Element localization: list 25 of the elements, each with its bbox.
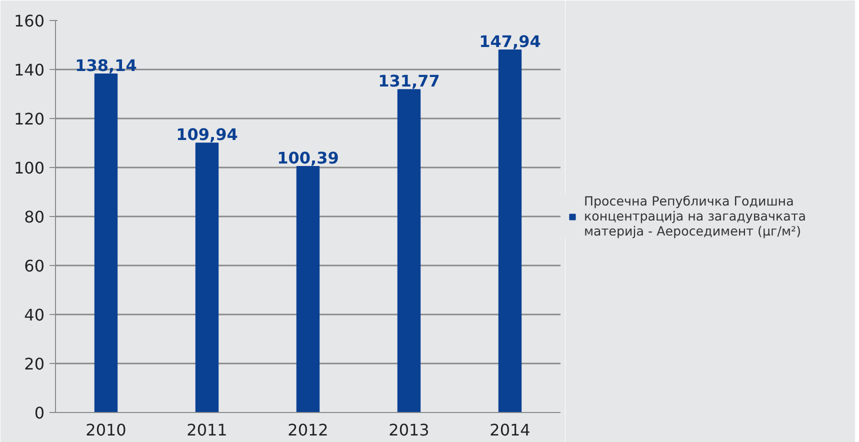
data-label: 147,94: [479, 32, 541, 52]
data-label: 131,77: [378, 72, 440, 91]
data-label: 138,14: [75, 56, 137, 76]
y-tick-label: 80: [24, 208, 44, 226]
bar: [94, 74, 118, 412]
bar: [397, 89, 421, 412]
y-tick-label: 60: [24, 256, 44, 276]
legend-label: Просечна Републичка Годишна концентрација на загадувачката материја - Аероседимент (μг/м²): [584, 194, 806, 238]
x-tick-label: 2010: [86, 420, 126, 440]
bar: [296, 166, 320, 412]
x-tick-label: 2014: [490, 420, 530, 440]
bar: [498, 50, 522, 412]
y-tick-label: 120: [14, 110, 45, 128]
data-label: 100,39: [277, 148, 339, 168]
data-label: 109,94: [176, 125, 238, 144]
y-tick-label: 0: [34, 404, 45, 422]
y-tick-label: 20: [24, 354, 44, 374]
y-tick-label: 140: [14, 60, 45, 80]
x-tick-label: 2011: [186, 420, 228, 440]
y-tick-label: 100: [14, 158, 45, 178]
x-tick-label: 2013: [388, 420, 430, 440]
x-tick-label: 2012: [288, 420, 328, 440]
y-tick-label: 40: [24, 306, 44, 324]
bar: [195, 142, 219, 412]
y-tick-label: 160: [14, 12, 45, 30]
